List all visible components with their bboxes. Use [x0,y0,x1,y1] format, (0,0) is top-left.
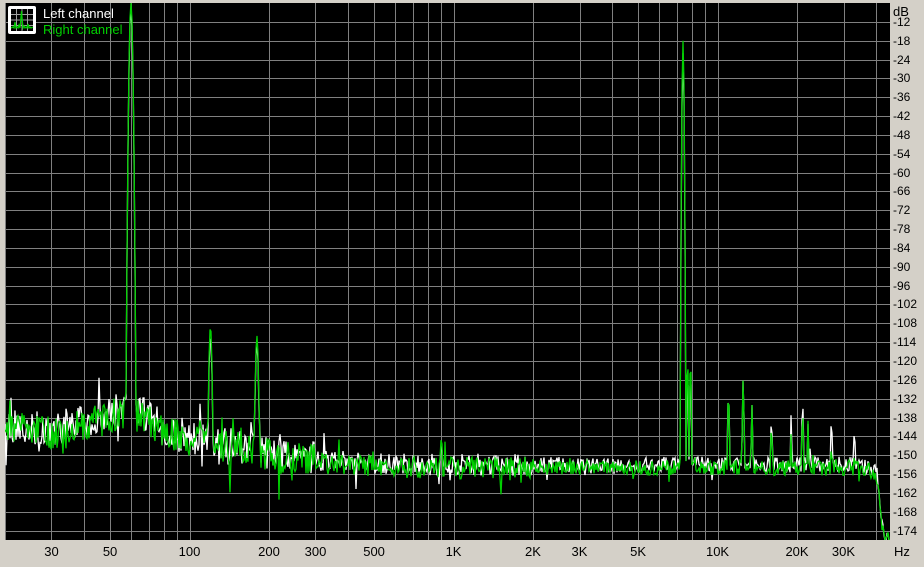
x-axis-tick: 1K [445,544,462,559]
x-axis-tick: 3K [571,544,588,559]
y-axis-tick: -108 [893,316,918,331]
y-axis: dB -12 -18 -24 -30 -36 -42 -48 -54 -60 -66 -72 -78 -… [890,0,924,567]
trace-right-channel [5,3,890,540]
y-axis-unit-label: dB [893,4,909,19]
legend-labels: Left channel Right channel [43,5,123,38]
x-axis-tick: 2K [525,544,541,559]
y-axis-tick: -36 [893,90,911,105]
y-axis-tick: -60 [893,165,911,180]
x-axis-tick: 30 [44,544,59,559]
x-axis-tick: 200 [258,544,280,559]
y-axis-tick: -174 [893,523,918,538]
legend-item-left-channel: Left channel [43,6,114,21]
x-axis-tick: 100 [178,544,201,559]
y-axis-tick: -162 [893,485,918,500]
y-axis-tick: -102 [893,297,918,312]
x-axis-tick: 300 [304,544,327,559]
spectrum-plot-icon [8,6,36,34]
fft-plot-svg [5,3,890,540]
y-axis-tick: -78 [893,222,911,237]
y-axis-tick: -150 [893,448,918,463]
y-axis-tick: -54 [893,146,911,161]
x-axis-unit-label: Hz [894,544,910,559]
legend: Left channel Right channel [7,5,123,38]
y-axis-tick: -24 [893,52,911,67]
legend-item-right-channel: Right channel [43,22,123,37]
y-axis-tick: -84 [893,240,911,255]
grid-lines [5,3,890,540]
y-axis-tick: -72 [893,203,911,218]
x-axis-tick: 5K [630,544,647,559]
y-axis-tick: -66 [893,184,911,199]
x-axis: Hz 30 50 100 200 300 500 1K 2K 3K 5K 10K 20K 30K [0,540,924,567]
y-axis-tick: -132 [893,391,918,406]
y-axis-tick: -18 [893,33,911,48]
x-axis-tick: 20K [785,544,809,559]
y-axis-tick: -12 [893,14,911,29]
y-axis-tick: -168 [893,504,918,519]
y-axis-tick: -48 [893,127,911,142]
y-axis-tick: -114 [893,335,917,350]
y-axis-tick: -144 [893,429,918,444]
x-axis-tick: 30K [831,544,856,559]
y-axis-tick: -30 [893,71,911,86]
trace-left-channel [5,9,890,540]
x-axis-tick: 50 [102,544,118,559]
x-axis-tick: 500 [363,544,385,559]
y-axis-tick: -42 [893,109,911,124]
y-axis-tick: -96 [893,278,911,293]
y-axis-tick: -90 [893,259,911,274]
x-axis-tick: 10K [705,544,730,559]
y-axis-tick: -120 [893,354,918,368]
y-axis-tick: -126 [893,372,918,387]
fft-plot-area[interactable] [5,3,890,540]
y-axis-tick: -138 [893,410,918,425]
y-axis-tick: -156 [893,467,918,482]
